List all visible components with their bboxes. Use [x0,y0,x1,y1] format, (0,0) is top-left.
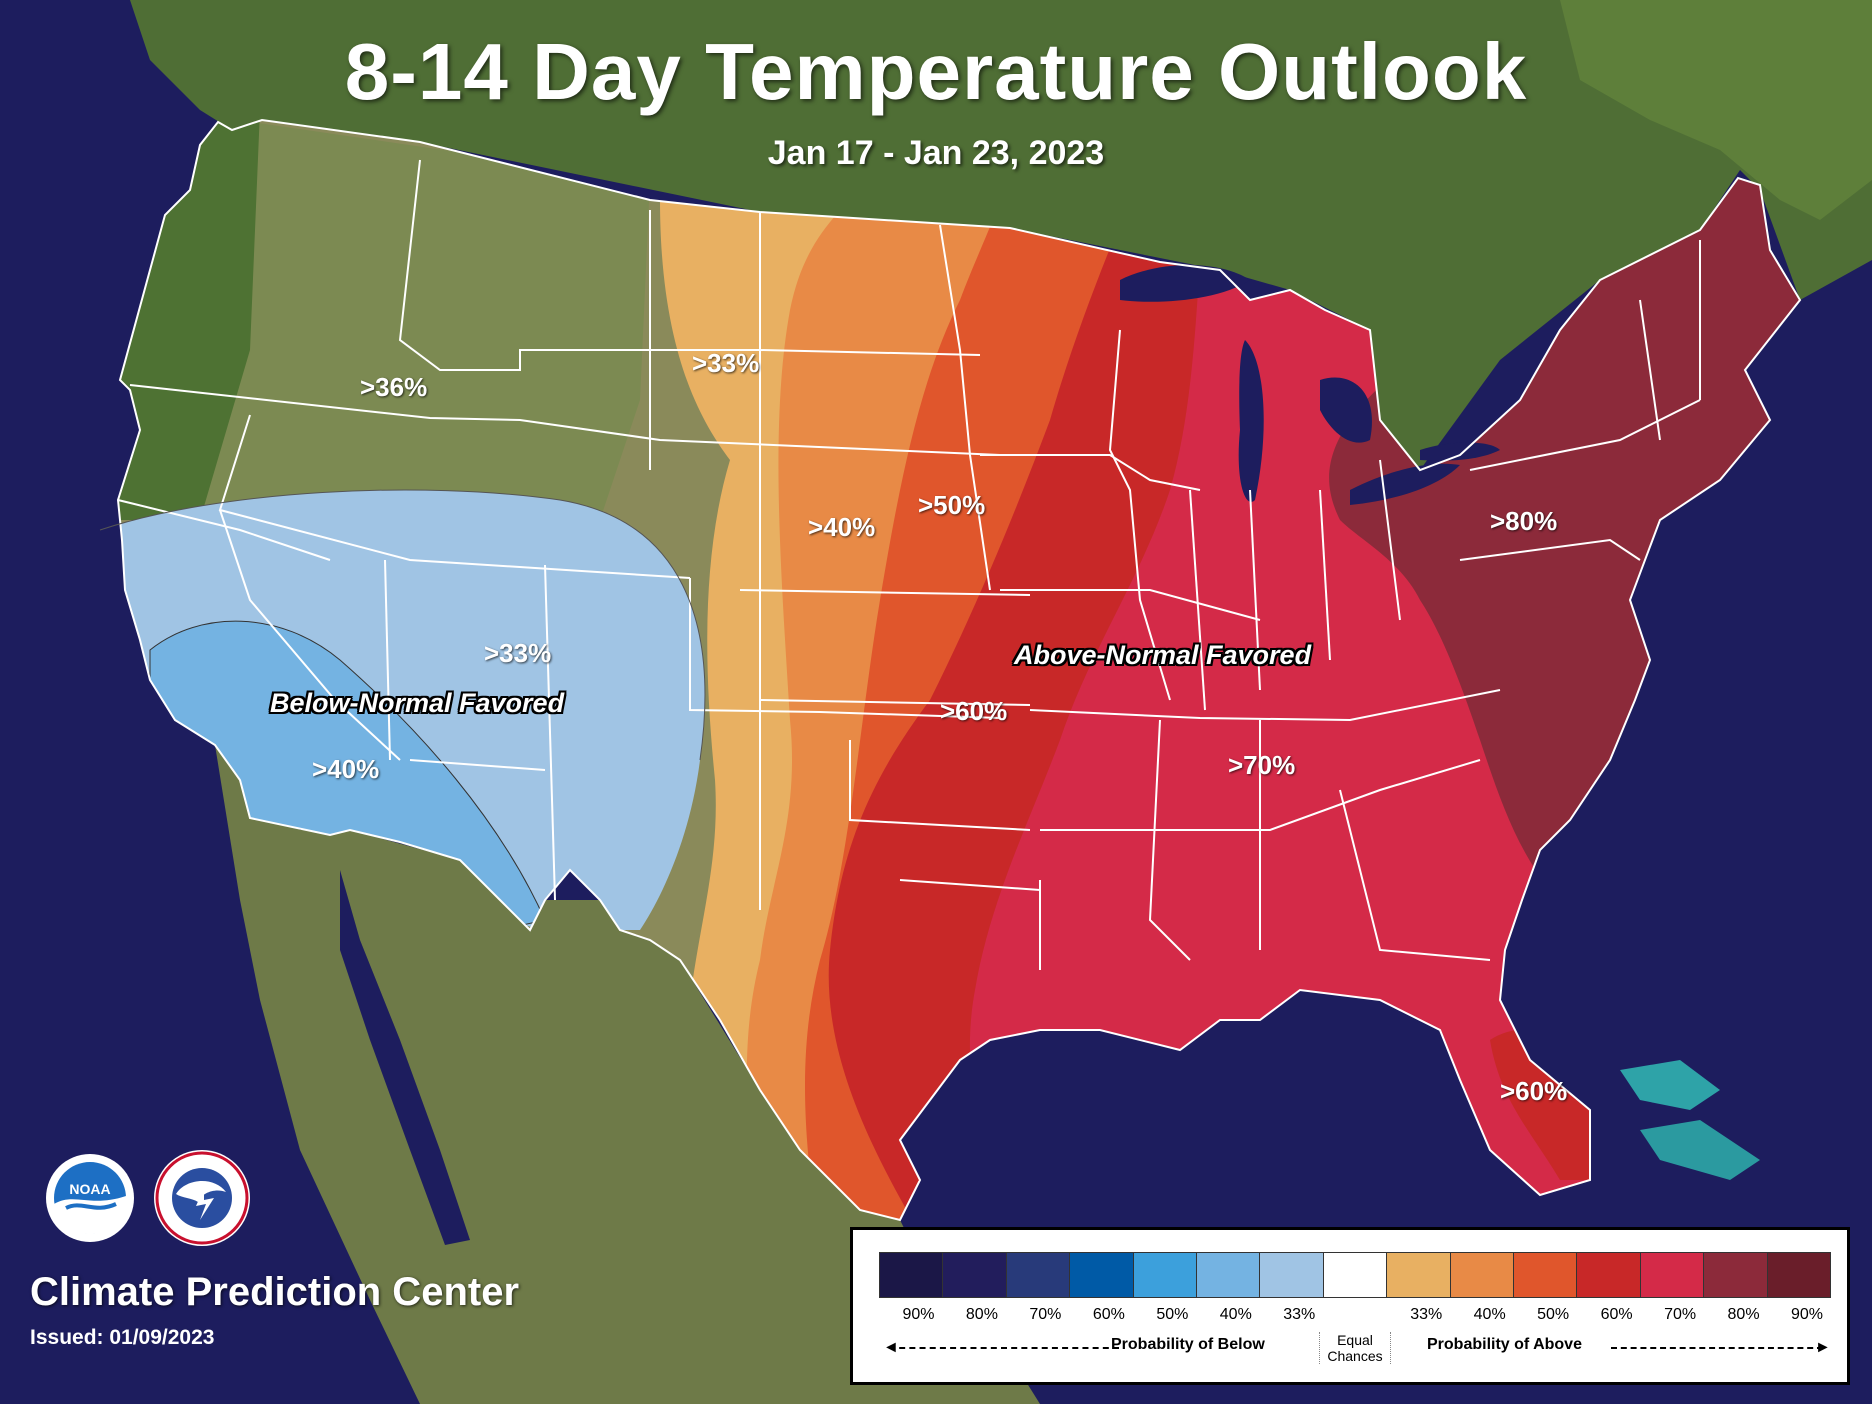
legend-swatch [1640,1253,1705,1297]
contour-line [99,489,706,761]
legend-tick-label: 90% [1791,1306,1824,1323]
region-label-west: >36% [360,372,428,402]
region-label-central-50: >50% [918,490,986,520]
legend-tick-label: 33% [1283,1306,1316,1323]
legend-swatch [1704,1253,1768,1297]
legend-swatch [1767,1253,1831,1297]
nws-logo-icon [154,1150,250,1246]
equal-chances-label: Equal Chances [1319,1332,1391,1364]
region-label-southeast-70: >70% [1228,750,1296,780]
legend-swatch [880,1253,944,1297]
state-boundaries [117,119,1801,1221]
equal-chances-line2: Chances [1327,1348,1383,1364]
legend-labels: 90% 80% 70% 60% 50% 40% 33% 33% 40% 50% 60% 70% 80% 9… [879,1306,1831,1330]
region-label-central-60: >60% [940,696,1008,726]
legend-tick-label: 50% [1156,1306,1189,1323]
canada-land [130,0,1872,470]
bahamas-shallows [1620,1060,1720,1110]
legend-swatch [1577,1253,1641,1297]
probability-legend: 90% 80% 70% 60% 50% 40% 33% 33% 40% 50% 60% 70% 80% 9… [850,1227,1850,1385]
legend-tick-label: 80% [965,1306,998,1323]
bahamas-shallows-2 [1640,1120,1760,1180]
region-label-florida-60: >60% [1500,1076,1568,1106]
map-title: 8-14 Day Temperature Outlook [344,27,1528,116]
noaa-logo-icon: NOAA [46,1154,134,1242]
region-label-north-33: >33% [692,348,760,378]
above-arrow-line [1611,1347,1823,1349]
probability-above-label: Probability of Above [1427,1336,1582,1353]
legend-tick-label [1323,1306,1386,1330]
legend-swatch [1323,1253,1388,1297]
legend-swatch [1133,1253,1198,1297]
legend-tick-label: 40% [1219,1306,1252,1323]
legend-swatch [1514,1253,1578,1297]
organization-name: Climate Prediction Center [30,1270,520,1314]
legend-tick-label: 33% [1410,1306,1443,1323]
region-label-southwest-33: >33% [484,638,552,668]
lake-superior [1120,265,1250,302]
issued-date: Issued: 01/09/2023 [30,1326,215,1349]
northeast-canada-land [1560,0,1872,220]
gulf-of-california [340,870,470,1245]
legend-tick-label: 90% [902,1306,935,1323]
legend-tick-label: 40% [1473,1306,1506,1323]
legend-swatch [1006,1253,1071,1297]
noaa-logo-text: NOAA [69,1181,110,1197]
lake-huron [1320,377,1372,443]
lake-ontario [1420,442,1500,461]
legend-swatch [1197,1253,1261,1297]
map-subtitle: Jan 17 - Jan 23, 2023 [767,134,1105,172]
legend-tick-label: 80% [1727,1306,1760,1323]
legend-swatch [1070,1253,1134,1297]
mexico-land [215,745,1040,1404]
legend-color-bar [879,1252,1831,1298]
region-label-central-40: >40% [808,512,876,542]
above-normal-favored-label: Above-Normal Favored [1014,640,1312,670]
region-label-southwest-40: >40% [312,754,380,784]
probability-below-label: Probability of Below [1111,1336,1265,1353]
below-arrow-line [889,1347,1119,1349]
lake-erie [1350,463,1460,505]
equal-chances-line1: Equal [1337,1332,1373,1348]
right-arrow-icon: ► [1815,1339,1831,1356]
legend-tick-label: 60% [1600,1306,1633,1323]
legend-swatch [1450,1253,1515,1297]
legend-swatch [943,1253,1007,1297]
legend-tick-label: 70% [1664,1306,1697,1323]
legend-tick-label: 60% [1092,1306,1125,1323]
legend-swatch [1260,1253,1324,1297]
legend-tick-label: 70% [1029,1306,1062,1323]
left-arrow-icon: ◄ [883,1339,899,1356]
below-normal-favored-label: Below-Normal Favored [270,688,565,718]
region-label-northeast-80: >80% [1490,506,1558,536]
legend-swatch [1387,1253,1451,1297]
lake-michigan [1238,340,1264,502]
legend-tick-label: 50% [1537,1306,1570,1323]
